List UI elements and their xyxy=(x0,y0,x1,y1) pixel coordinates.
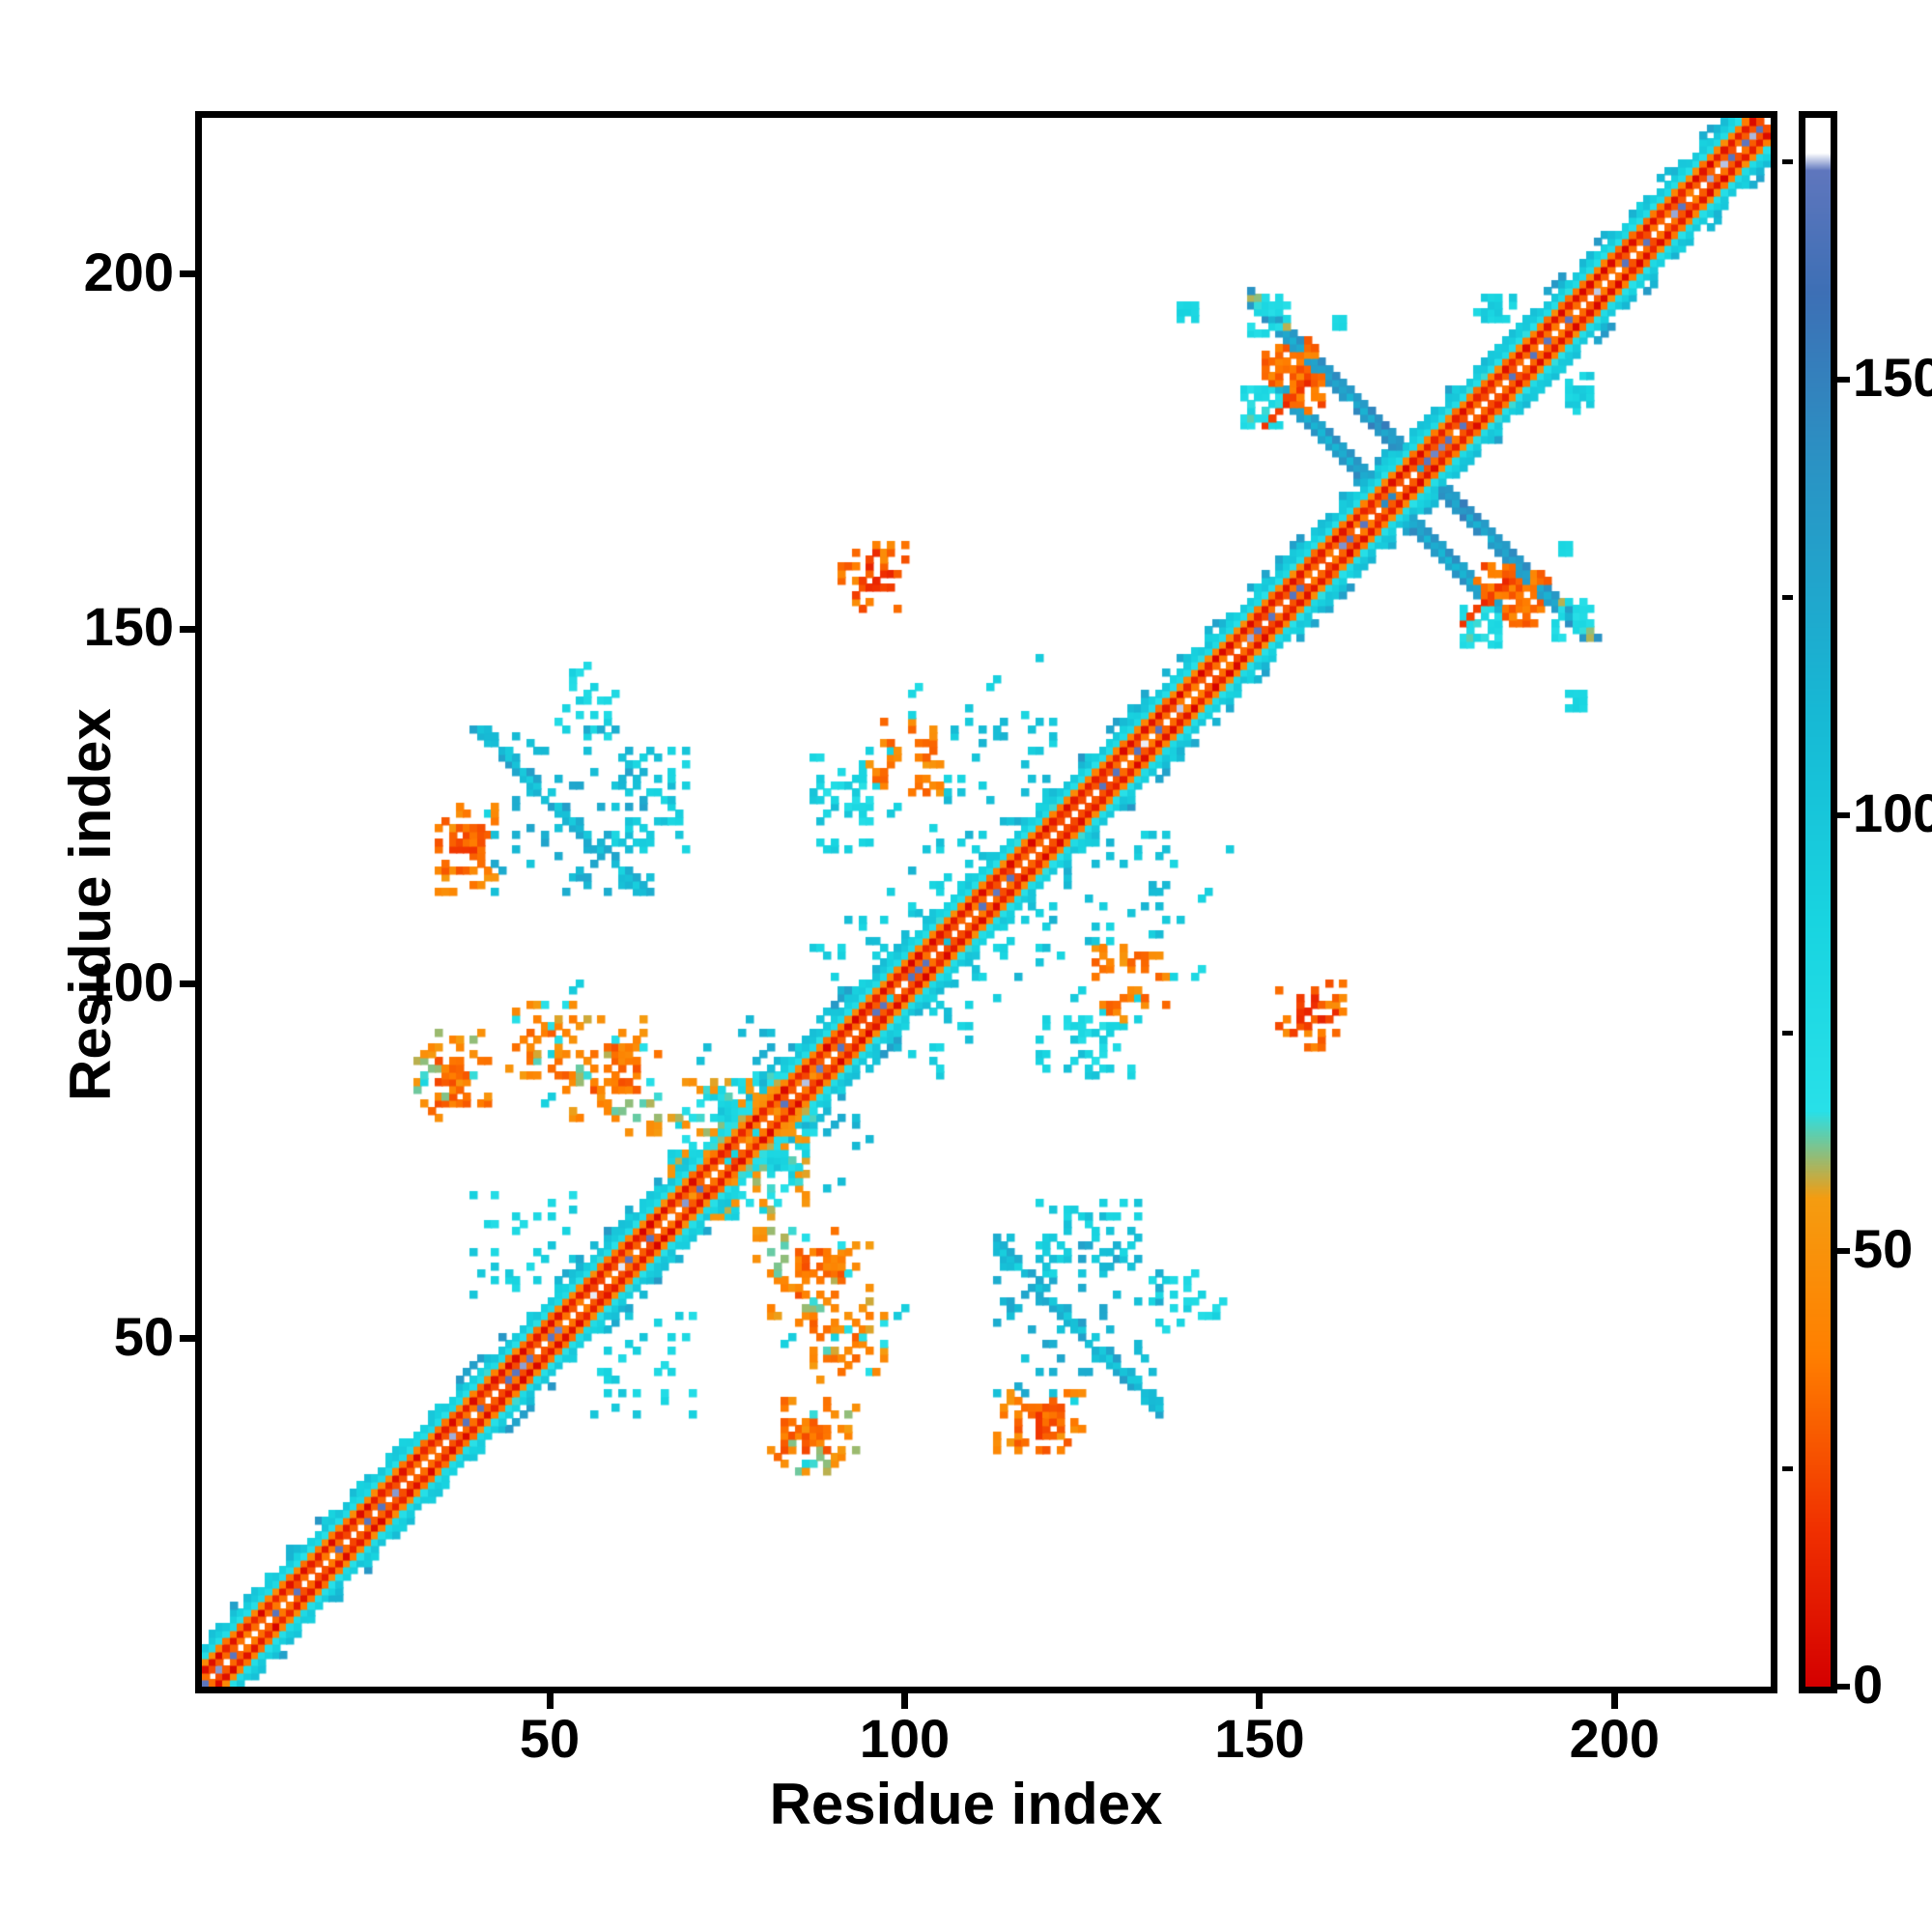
colorbar-gradient xyxy=(1805,118,1831,1687)
y-axis-title: Residue index xyxy=(58,708,123,1101)
y-tick-200 xyxy=(180,270,195,278)
y-tick-150 xyxy=(180,625,195,633)
x-tick-label-150: 150 xyxy=(1214,1708,1305,1769)
colorbar-minor-tick-25 xyxy=(1782,1465,1793,1471)
x-tick-label-200: 200 xyxy=(1569,1708,1661,1769)
y-tick-label-200: 200 xyxy=(83,241,174,302)
colorbar-minor-tick-175 xyxy=(1782,158,1793,164)
colorbar-label-50: 50 xyxy=(1853,1217,1914,1279)
colorbar-tick-150 xyxy=(1837,376,1850,383)
colorbar-label-100: 100 xyxy=(1853,781,1932,843)
x-axis-title: Residue index xyxy=(769,1772,1163,1836)
y-tick-label-50: 50 xyxy=(113,1305,174,1367)
contact-map-heatmap xyxy=(202,118,1771,1687)
x-tick-label-100: 100 xyxy=(859,1708,951,1769)
colorbar-label-150: 150 xyxy=(1853,346,1932,408)
colorbar-tick-100 xyxy=(1837,811,1850,818)
colorbar-minor-tick-75 xyxy=(1782,1030,1793,1036)
contact-map-plot-area xyxy=(195,111,1777,1693)
colorbar xyxy=(1799,111,1837,1693)
colorbar-tick-0 xyxy=(1837,1684,1850,1690)
colorbar-tick-50 xyxy=(1837,1247,1850,1254)
x-tick-200 xyxy=(1610,1693,1618,1709)
x-tick-label-50: 50 xyxy=(519,1708,581,1769)
y-tick-50 xyxy=(180,1335,195,1343)
x-tick-50 xyxy=(546,1693,554,1709)
x-tick-150 xyxy=(1256,1693,1264,1709)
colorbar-label-0: 0 xyxy=(1853,1654,1884,1715)
y-tick-100 xyxy=(180,980,195,987)
x-tick-100 xyxy=(900,1693,908,1709)
colorbar-minor-tick-125 xyxy=(1782,594,1793,600)
y-tick-label-100: 100 xyxy=(83,951,174,1012)
y-tick-label-150: 150 xyxy=(83,596,174,658)
